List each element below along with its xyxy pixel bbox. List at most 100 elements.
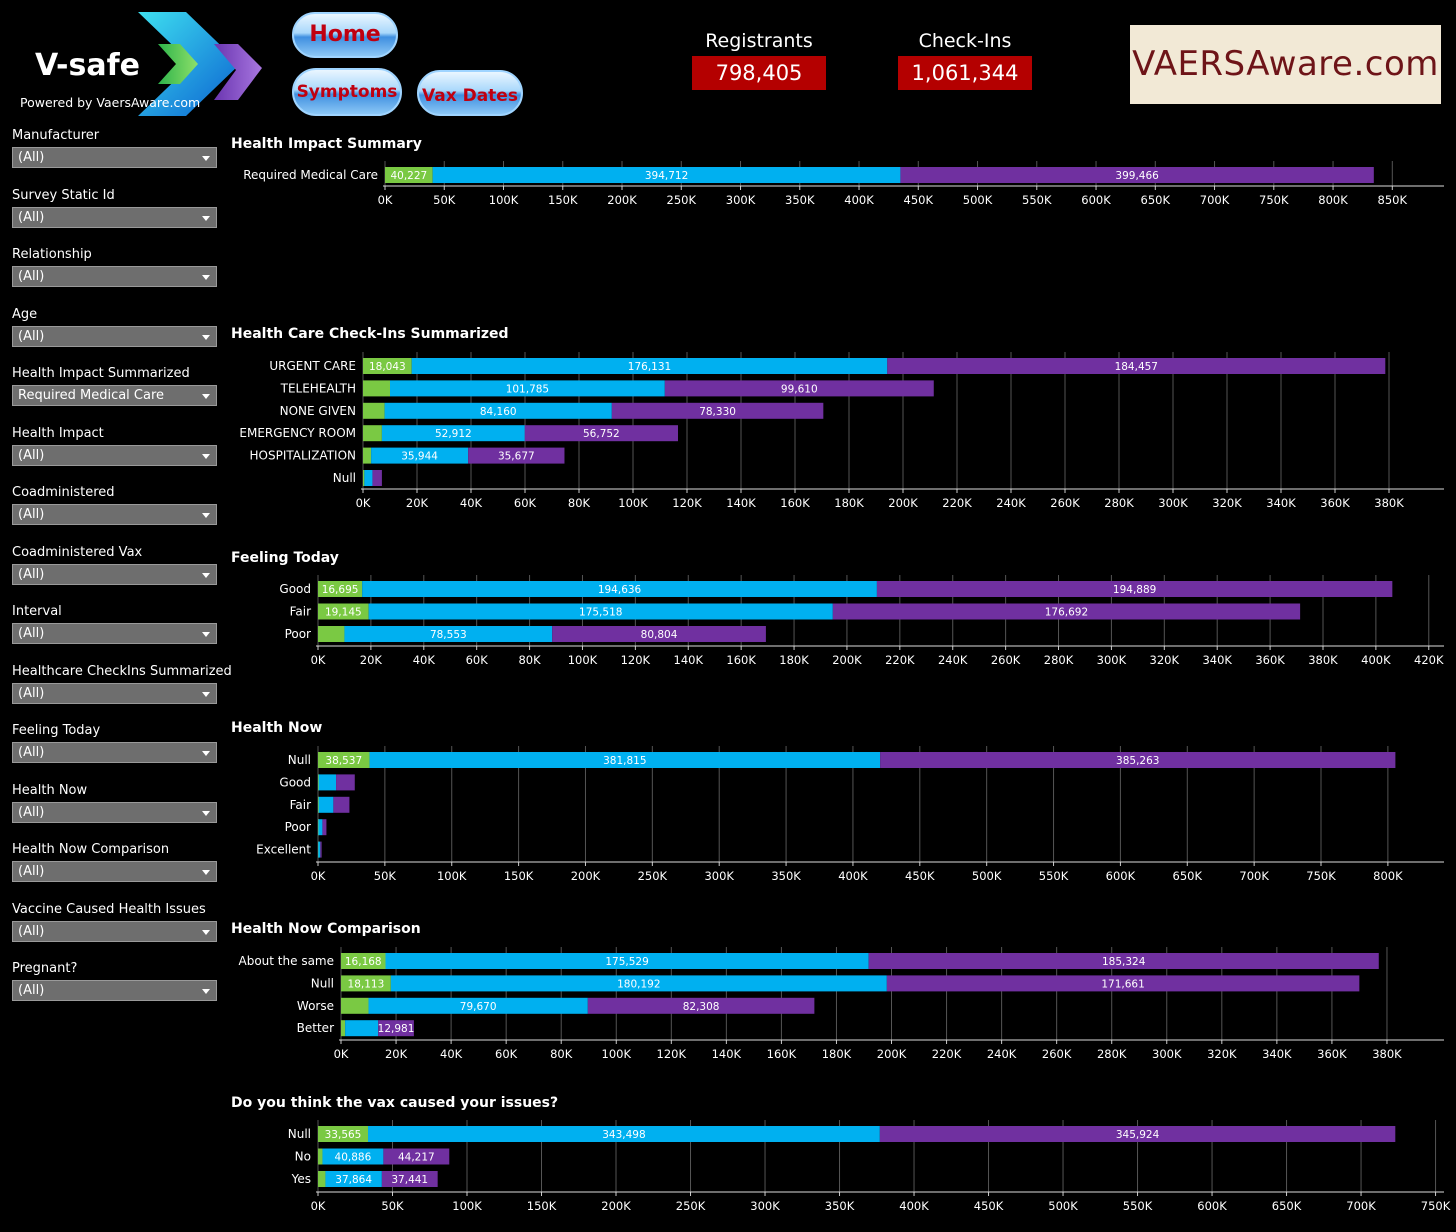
health-impact-dropdown[interactable]: (All) — [12, 445, 217, 466]
bar-segment-purple[interactable] — [333, 796, 350, 813]
bar-segment-blue[interactable] — [390, 380, 665, 397]
manufacturer-dropdown[interactable]: (All) — [12, 147, 217, 168]
bar-segment-green[interactable] — [318, 581, 363, 597]
check-ins-value: 1,061,344 — [898, 56, 1032, 90]
bar-segment-blue[interactable] — [368, 603, 833, 620]
bar-segment-blue[interactable] — [384, 402, 612, 419]
health-now-comparison-dropdown[interactable]: (All) — [12, 861, 217, 882]
bar-segment-green[interactable] — [318, 603, 369, 620]
bar-segment-green[interactable] — [318, 1148, 323, 1165]
age-dropdown[interactable]: (All) — [12, 326, 217, 347]
bar-segment-blue[interactable] — [318, 819, 323, 836]
vax-dates-button[interactable]: Vax Dates — [417, 70, 523, 116]
relationship-dropdown[interactable]: (All) — [12, 266, 217, 287]
dropdown-value: (All) — [18, 864, 45, 879]
bar-segment-green[interactable] — [318, 752, 370, 768]
health-impact-summarized-dropdown[interactable]: Required Medical Care — [12, 385, 217, 406]
bar-segment-blue[interactable] — [390, 975, 887, 992]
x-tick-label: 0K — [378, 193, 393, 207]
bar-segment-purple[interactable] — [900, 167, 1374, 183]
interval-dropdown[interactable]: (All) — [12, 623, 217, 644]
bar-segment-blue[interactable] — [318, 796, 334, 813]
bar-segment-green[interactable] — [363, 358, 412, 374]
data-label: 78,553 — [430, 629, 467, 641]
x-tick-label: 220K — [885, 653, 915, 667]
bar-segment-green[interactable] — [385, 167, 433, 183]
bar-segment-purple[interactable] — [524, 425, 678, 442]
x-tick-label: 280K — [1104, 496, 1134, 510]
x-tick-label: 200K — [571, 869, 601, 883]
bar-segment-purple[interactable] — [383, 1148, 450, 1165]
bar-segment-purple[interactable] — [378, 1020, 414, 1037]
bar-segment-blue[interactable] — [344, 626, 553, 642]
bar-segment-purple[interactable] — [552, 626, 766, 642]
data-label: 38,537 — [325, 755, 362, 767]
bar-segment-purple[interactable] — [381, 1171, 438, 1187]
healthcare-checkins-summarized-dropdown[interactable]: (All) — [12, 683, 217, 704]
bar-segment-blue[interactable] — [369, 752, 881, 768]
data-label: 40,886 — [335, 1152, 372, 1164]
bar-segment-green[interactable] — [318, 796, 319, 813]
bar-segment-blue[interactable] — [411, 358, 888, 374]
bar-segment-blue[interactable] — [368, 997, 588, 1014]
bar-segment-green[interactable] — [363, 447, 372, 464]
vaccine-caused-health-issues-dropdown[interactable]: (All) — [12, 921, 217, 942]
vax-caused-issues-chart: 0K 50K 100K 150K 200K 250K 300K 350K 400K 450K 500… — [288, 1120, 1451, 1213]
bar-segment-purple[interactable] — [876, 581, 1393, 597]
data-label: 176,692 — [1045, 607, 1088, 619]
bar-segment-purple[interactable] — [587, 997, 815, 1014]
bar-segment-purple[interactable] — [322, 819, 327, 836]
feeling-today-dropdown[interactable]: (All) — [12, 742, 217, 763]
coadministered-dropdown[interactable]: (All) — [12, 504, 217, 525]
bar-segment-purple[interactable] — [868, 953, 1379, 969]
symptoms-button[interactable]: Symptoms — [292, 68, 402, 116]
bar-segment-blue[interactable] — [368, 1126, 880, 1142]
filter-interval: Interval (All) — [12, 604, 222, 644]
bar-segment-purple[interactable] — [611, 402, 824, 419]
bar-segment-blue[interactable] — [318, 841, 321, 858]
vaersaware-brand-logo[interactable]: VAERSAware.com — [1130, 25, 1441, 104]
bar-segment-purple[interactable] — [372, 470, 382, 486]
bar-segment-purple[interactable] — [320, 841, 322, 858]
home-button[interactable]: Home — [292, 12, 398, 58]
bar-segment-green[interactable] — [341, 975, 391, 992]
bar-segment-purple[interactable] — [880, 752, 1396, 768]
health-now-dropdown[interactable]: (All) — [12, 802, 217, 823]
bar-segment-blue[interactable] — [325, 1171, 382, 1187]
bar-segment-blue[interactable] — [381, 425, 525, 442]
bar-segment-green[interactable] — [318, 1171, 326, 1187]
bar-segment-blue[interactable] — [318, 774, 337, 791]
bar-segment-purple[interactable] — [879, 1126, 1396, 1142]
bar-segment-green[interactable] — [318, 774, 319, 791]
bar-segment-green[interactable] — [363, 402, 385, 419]
bar-segment-blue[interactable] — [362, 581, 877, 597]
bar-segment-blue[interactable] — [322, 1148, 384, 1165]
coadministered-vax-dropdown[interactable]: (All) — [12, 564, 217, 585]
bar-segment-blue[interactable] — [364, 470, 373, 486]
bar-segment-purple[interactable] — [336, 774, 355, 791]
data-label: 44,217 — [398, 1152, 435, 1164]
bar-segment-green[interactable] — [363, 380, 390, 397]
bar-segment-green[interactable] — [318, 1126, 369, 1142]
bar-segment-blue[interactable] — [371, 447, 469, 464]
x-tick-label: 240K — [987, 1047, 1017, 1061]
bar-segment-blue[interactable] — [432, 167, 901, 183]
survey-static-id-dropdown[interactable]: (All) — [12, 207, 217, 228]
bar-segment-green[interactable] — [363, 425, 382, 442]
bar-segment-green[interactable] — [363, 470, 365, 486]
bar-segment-purple[interactable] — [887, 358, 1386, 374]
pregnant-dropdown[interactable]: (All) — [12, 980, 217, 1001]
bar-segment-green[interactable] — [318, 626, 345, 642]
x-tick-label: 60K — [495, 1047, 518, 1061]
bar-segment-blue[interactable] — [385, 953, 869, 969]
bar-segment-purple[interactable] — [886, 975, 1360, 992]
bar-segment-green[interactable] — [341, 1020, 346, 1037]
dropdown-value: (All) — [18, 626, 45, 641]
bar-segment-purple[interactable] — [832, 603, 1301, 620]
bar-segment-purple[interactable] — [468, 447, 565, 464]
x-tick-label: 150K — [504, 869, 534, 883]
bar-segment-green[interactable] — [341, 997, 369, 1014]
bar-segment-purple[interactable] — [664, 380, 934, 397]
bar-segment-green[interactable] — [341, 953, 386, 969]
bar-segment-blue[interactable] — [345, 1020, 379, 1037]
